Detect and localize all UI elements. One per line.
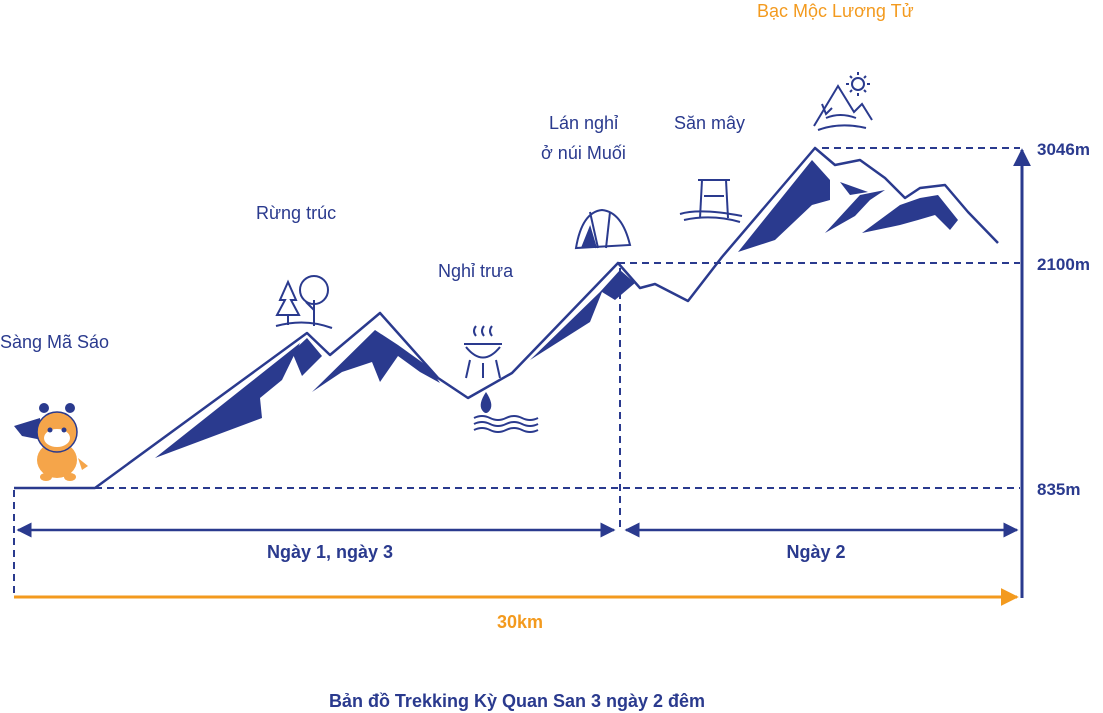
tent-icon (574, 208, 632, 250)
grill-icon (464, 325, 502, 379)
elevation-2100: 2100m (1037, 255, 1090, 274)
label-hut-line1: Lán nghỉ (549, 113, 618, 133)
terrain-profile (14, 146, 999, 490)
forest-icon (275, 275, 333, 329)
water-icon (473, 392, 539, 433)
summit-sun-icon (813, 72, 873, 131)
distance-label: 30km (497, 612, 543, 632)
map-title: Bản đồ Trekking Kỳ Quan San 3 ngày 2 đêm (329, 691, 705, 711)
label-summit: Bạc Mộc Lương Tử (757, 1, 914, 21)
label-start: Sàng Mã Sáo (0, 332, 109, 352)
label-bamboo: Rừng trúc (256, 203, 336, 223)
label-hut-line2: ở núi Muối (541, 143, 626, 163)
swing-icon (679, 179, 743, 223)
mountain-shading (155, 160, 958, 458)
day1-label: Ngày 1, ngày 3 (267, 542, 393, 562)
label-lunch: Nghỉ trưa (438, 261, 514, 281)
mascot-icon (14, 403, 88, 481)
day2-label: Ngày 2 (786, 542, 845, 562)
label-clouds: Săn mây (674, 113, 745, 133)
elevation-3046: 3046m (1037, 140, 1090, 159)
elevation-835: 835m (1037, 480, 1080, 499)
